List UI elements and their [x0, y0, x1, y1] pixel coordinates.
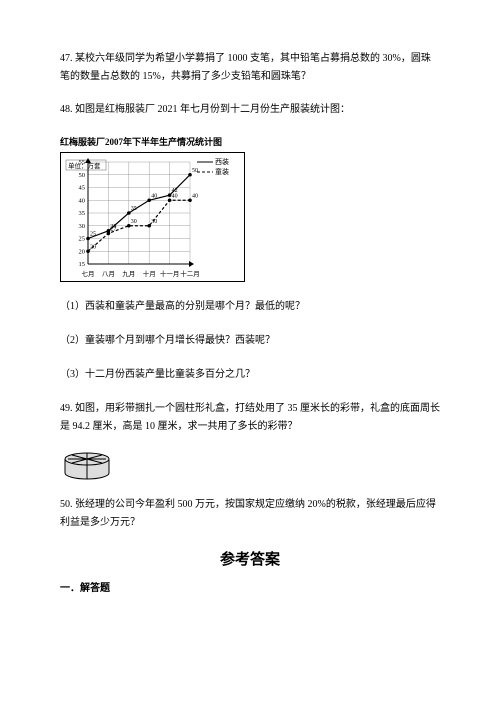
svg-text:35: 35 [79, 210, 86, 217]
line-chart: 红梅服装厂2007年下半年生产情况统计图 西装童装单位：万套1520253035… [60, 134, 440, 282]
cylinder-figure [60, 451, 440, 481]
question-48-3: （3）十二月份西装产量比童装多百分之几？ [60, 366, 440, 384]
svg-text:西装: 西装 [215, 157, 229, 166]
svg-text:55: 55 [79, 159, 86, 166]
svg-text:50: 50 [79, 172, 86, 179]
svg-text:35: 35 [131, 206, 137, 212]
svg-text:30: 30 [79, 223, 86, 230]
svg-text:40: 40 [151, 193, 157, 199]
svg-text:20: 20 [79, 248, 86, 255]
svg-text:40: 40 [79, 197, 86, 204]
answer-title: 参考答案 [60, 547, 440, 574]
section-1-heading: 一．解答题 [60, 580, 440, 598]
svg-text:15: 15 [79, 261, 86, 268]
cylinder-svg [60, 451, 115, 481]
svg-text:20: 20 [90, 244, 96, 250]
svg-text:27: 27 [110, 227, 116, 233]
svg-text:十一月: 十一月 [160, 269, 180, 278]
svg-text:30: 30 [151, 219, 157, 225]
question-48-2: （2）童装哪个月到哪个月增长得最快？西装呢？ [60, 332, 440, 350]
svg-text:十月: 十月 [143, 269, 156, 278]
svg-text:50: 50 [192, 168, 198, 174]
svg-text:童装: 童装 [215, 167, 229, 176]
svg-text:七月: 七月 [82, 269, 95, 278]
question-49: 49. 如图，用彩带捆扎一个圆柱形礼盒，打结处用了 35 厘米长的彩带，礼盒的底… [60, 400, 440, 436]
chart-title: 红梅服装厂2007年下半年生产情况统计图 [60, 134, 440, 150]
svg-text:25: 25 [90, 232, 96, 238]
svg-text:45: 45 [79, 185, 86, 192]
svg-text:30: 30 [131, 219, 137, 225]
svg-text:25: 25 [79, 236, 86, 243]
question-48-1: （1）西装和童装产量最高的分别是哪个月？最低的呢？ [60, 298, 440, 316]
svg-text:40: 40 [192, 193, 198, 199]
question-50: 50. 张经理的公司今年盈利 500 万元，按国家规定应缴纳 20%的税款，张经… [60, 496, 440, 532]
svg-text:十二月: 十二月 [180, 269, 200, 278]
question-48: 48. 如图是红梅服装厂 2021 年七月份到十二月份生产服装统计图： [60, 101, 440, 119]
svg-text:40: 40 [172, 193, 178, 199]
svg-text:九月: 九月 [122, 269, 135, 278]
svg-text:八月: 八月 [102, 270, 115, 278]
question-47: 47. 某校六年级同学为希望小学募捐了 1000 支笔，其中铅笔占募捐总数的 3… [60, 50, 440, 86]
chart-svg: 西装童装单位：万套152025303540455055七月八月九月十月十一月十二… [60, 152, 245, 282]
